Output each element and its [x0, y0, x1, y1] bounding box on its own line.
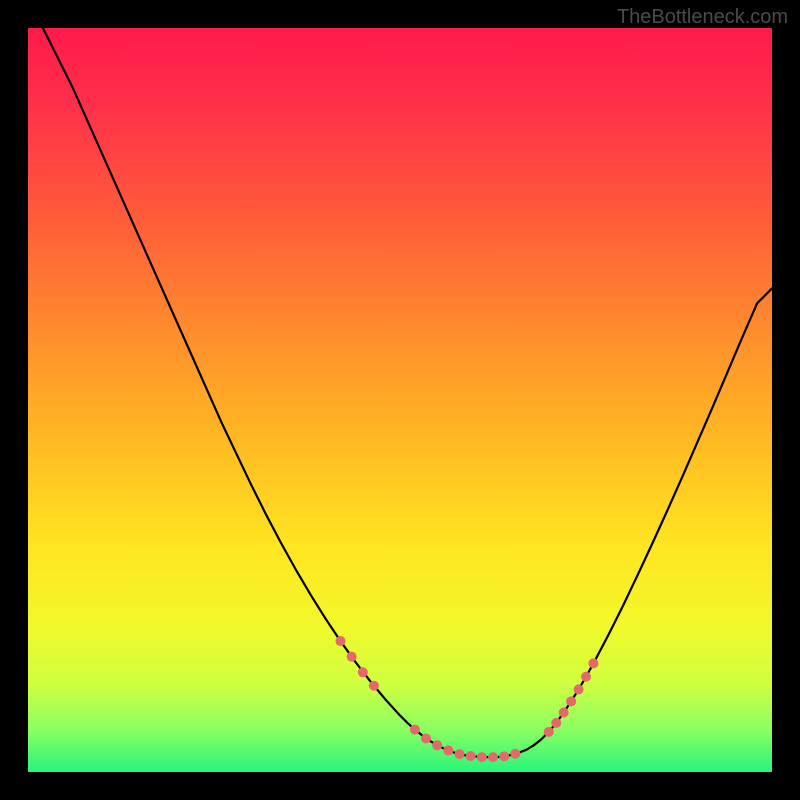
bottleneck-scatter-dots — [28, 28, 772, 772]
scatter-dot — [551, 718, 561, 728]
scatter-dot — [499, 751, 509, 761]
scatter-dot — [421, 734, 431, 744]
scatter-dot — [581, 672, 591, 682]
scatter-dot — [510, 749, 520, 759]
chart-frame: TheBottleneck.com — [0, 0, 800, 800]
scatter-dot — [588, 658, 598, 668]
scatter-dot — [443, 745, 453, 755]
scatter-dot — [566, 696, 576, 706]
scatter-dot — [369, 681, 379, 691]
plot-area — [28, 28, 772, 772]
scatter-dot — [544, 727, 554, 737]
scatter-dot — [410, 725, 420, 735]
scatter-dot — [466, 751, 476, 761]
scatter-dot — [455, 749, 465, 759]
scatter-dot — [335, 636, 345, 646]
scatter-dot — [559, 707, 569, 717]
scatter-dot — [358, 667, 368, 677]
scatter-dot — [477, 752, 487, 762]
scatter-dot — [347, 652, 357, 662]
scatter-dot — [432, 740, 442, 750]
watermark-text: TheBottleneck.com — [617, 6, 788, 29]
scatter-dot — [488, 752, 498, 762]
scatter-dot — [574, 684, 584, 694]
